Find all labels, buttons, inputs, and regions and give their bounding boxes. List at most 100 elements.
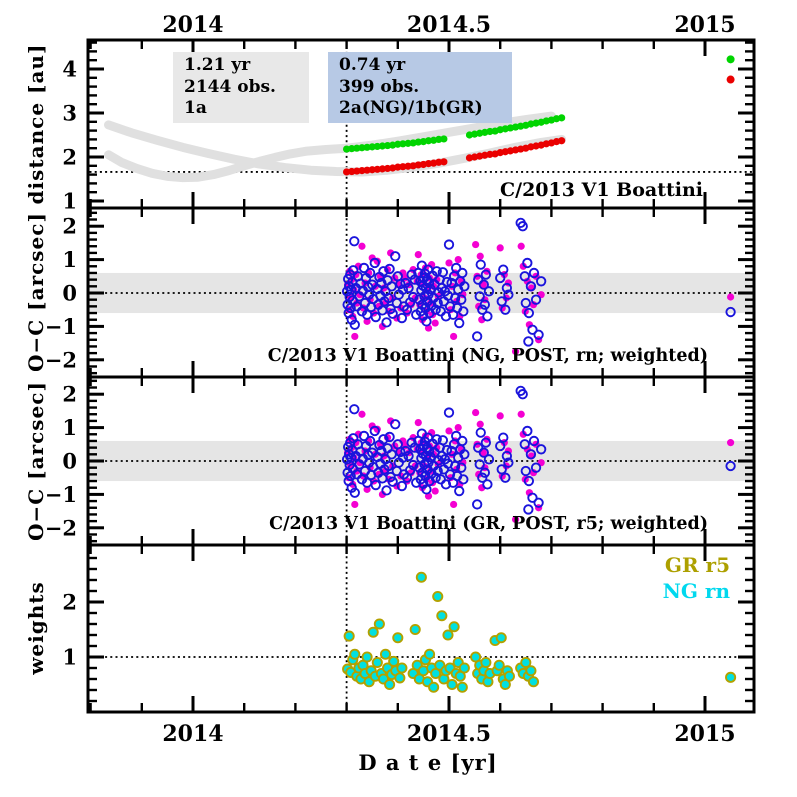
- blue-residual-point: [475, 427, 486, 438]
- blue-residual-point: [480, 437, 492, 448]
- blue-residual-point: [475, 259, 486, 270]
- weight-point: [456, 681, 468, 693]
- blue-residual-point: [478, 279, 489, 290]
- blue-residual-point: [395, 278, 406, 290]
- red-distance-point: [440, 158, 448, 166]
- gray-orbit-curve: [104, 111, 556, 183]
- blue-residual-point: [404, 297, 416, 308]
- panel-label-gr: C/2013 V1 Boattini (GR, POST, r5; weight…: [269, 514, 708, 534]
- blue-residual-point: [536, 444, 547, 455]
- green-distance-point: [558, 114, 566, 122]
- blue-residual-point: [520, 465, 531, 477]
- blue-residual-point: [387, 308, 398, 319]
- weight-point: [388, 655, 400, 667]
- blue-residual-point: [430, 304, 441, 315]
- blue-residual-point: [503, 289, 514, 300]
- y-tick-label: −2: [45, 515, 77, 540]
- magenta-residual-point: [351, 500, 359, 509]
- blue-residual-point: [459, 449, 470, 460]
- blue-residual-point: [383, 460, 394, 472]
- blue-residual-point: [408, 291, 419, 303]
- blue-residual-point: [396, 312, 408, 324]
- blue-residual-point: [441, 276, 453, 288]
- blue-residual-point: [525, 281, 537, 292]
- blue-residual-point: [520, 297, 531, 309]
- blue-residual-point: [376, 277, 387, 289]
- blue-residual-point: [478, 447, 489, 458]
- y-axis-title-distance: distance [au]: [24, 43, 48, 205]
- y-tick-label: −1: [45, 314, 77, 339]
- x-axis-title: D a t e [yr]: [358, 750, 498, 775]
- annotation-box-solution-1a: 1.21 yr 2144 obs. 1a: [173, 52, 309, 123]
- weight-point: [725, 671, 737, 683]
- y-tick-label: 2: [62, 382, 77, 407]
- blue-residual-point: [432, 297, 443, 309]
- blue-residual-point: [437, 435, 449, 446]
- weight-point: [442, 629, 454, 641]
- magenta-residual-point: [351, 332, 359, 341]
- blue-residual-point: [358, 430, 370, 442]
- blue-residual-point: [522, 425, 533, 437]
- blue-residual-point: [495, 272, 506, 284]
- blue-residual-point: [451, 262, 462, 274]
- blue-residual-point: [421, 316, 432, 327]
- y-tick-label: 0: [62, 449, 77, 474]
- magenta-residual-point: [472, 408, 480, 417]
- blue-residual-point: [530, 462, 542, 473]
- weight-point: [415, 571, 427, 583]
- x-tick-label: 2014: [162, 12, 223, 38]
- panel-label-ng: C/2013 V1 Boattini (NG, POST, rn; weight…: [267, 346, 708, 366]
- blue-residual-point: [449, 292, 461, 304]
- blue-residual-point: [432, 465, 443, 477]
- weight-point: [396, 662, 408, 674]
- annotation-arc-length: 0.74 yr: [339, 55, 406, 75]
- blue-residual-point: [408, 459, 419, 471]
- blue-residual-point: [390, 251, 401, 262]
- blue-residual-point: [523, 475, 535, 487]
- magenta-residual-point: [358, 410, 366, 418]
- weight-point: [448, 621, 460, 633]
- red-distance-point: [558, 137, 566, 145]
- blue-residual-point: [443, 407, 455, 418]
- blue-residual-point: [523, 307, 535, 319]
- blue-residual-point: [370, 479, 381, 491]
- blue-residual-point: [482, 479, 493, 490]
- legend: GR r5 NG rn: [663, 552, 730, 604]
- blue-residual-point: [381, 485, 392, 496]
- blue-residual-point: [479, 467, 490, 478]
- blue-residual-point: [443, 239, 455, 250]
- blue-residual-point: [498, 264, 509, 275]
- blue-residual-point: [430, 472, 441, 483]
- blue-residual-point: [533, 329, 544, 340]
- blue-residual-point: [477, 304, 488, 315]
- blue-residual-point: [525, 449, 537, 460]
- magenta-residual-point: [363, 485, 371, 493]
- annotation-obs-count: 2144 obs.: [184, 76, 276, 97]
- weight-point: [384, 678, 396, 691]
- blue-residual-point: [517, 389, 528, 400]
- blue-residual-point: [533, 497, 544, 508]
- blue-residual-point: [519, 271, 530, 282]
- y-tick-label: 3: [62, 101, 77, 126]
- blue-residual-point: [472, 499, 483, 510]
- legend-entry-ng: NG rn: [662, 579, 730, 603]
- weight-point: [423, 648, 436, 660]
- magenta-residual-point: [454, 424, 462, 432]
- blue-residual-point: [503, 457, 514, 468]
- blue-residual-point: [472, 331, 483, 342]
- blue-residual-point: [479, 299, 490, 310]
- blue-residual-point: [459, 281, 470, 292]
- weight-point: [458, 662, 470, 674]
- blue-residual-point: [458, 306, 469, 317]
- weight-point: [432, 590, 444, 603]
- magenta-residual-point: [519, 430, 527, 438]
- blue-residual-point: [365, 267, 376, 279]
- green-distance-point: [440, 135, 448, 143]
- weight-point: [436, 610, 448, 622]
- blue-residual-point: [441, 444, 453, 456]
- blue-residual-point: [500, 304, 511, 315]
- blue-residual-point: [370, 311, 381, 323]
- y-tick-label: 4: [62, 57, 77, 82]
- blue-residual-point: [500, 472, 511, 483]
